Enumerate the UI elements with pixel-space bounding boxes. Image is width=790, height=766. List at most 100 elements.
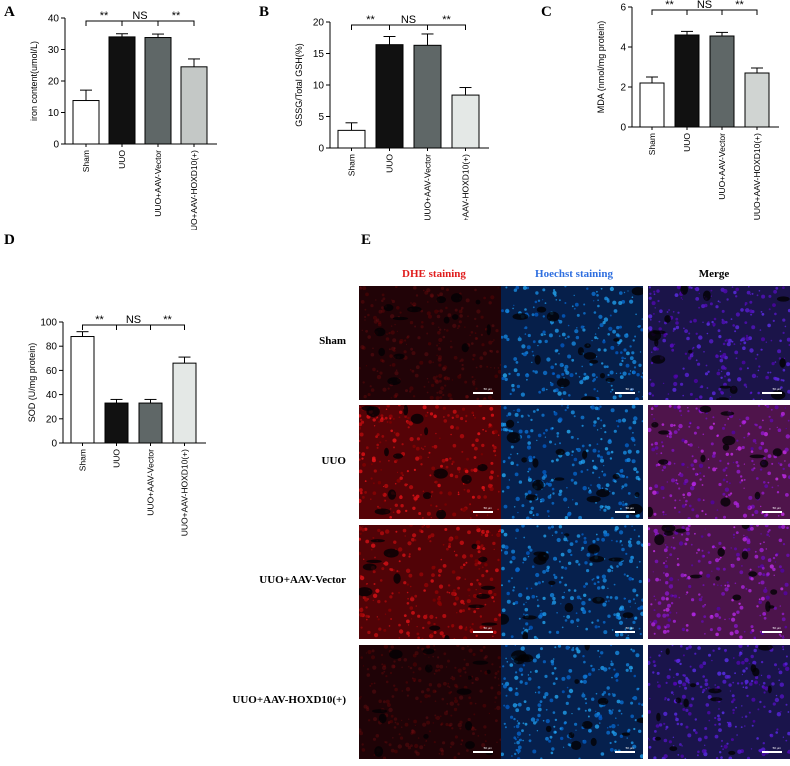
bar	[451, 94, 480, 149]
y-tick-label: 10	[48, 108, 60, 119]
micrograph-texture	[359, 286, 501, 400]
micrograph-hoechst-row-2: 50 μm	[501, 405, 643, 519]
significance-bracket: **	[351, 14, 390, 30]
chart-mda: 0 2 4 6 MDA (nmol/mg protein) Sham UUO UUO+AAV-…	[596, 0, 779, 220]
micrograph-texture	[648, 525, 790, 639]
scale-bar-label: 50 μm	[483, 626, 492, 630]
bracket-line	[157, 20, 195, 26]
micrograph-hoechst-row-1: 50 μm	[501, 286, 643, 400]
significance-label: **	[735, 0, 744, 11]
bar	[144, 37, 172, 145]
y-axis-label: MDA (nmol/mg protein)	[596, 21, 606, 114]
bar	[72, 100, 100, 145]
scale-bar-label: 50 μm	[772, 626, 781, 630]
panel-letter-d: D	[4, 232, 15, 248]
micrograph-dhe-row-3: 50 μm	[359, 525, 501, 639]
y-tick-label: 2	[620, 83, 626, 94]
y-tick-label: 6	[620, 3, 626, 14]
significance-label: **	[172, 10, 181, 22]
significance-bracket: **	[82, 314, 117, 330]
bracket-line	[721, 9, 758, 15]
panel-letter-b: B	[259, 4, 270, 20]
significance-bracket: NS	[389, 14, 428, 30]
significance-bracket: **	[85, 10, 123, 26]
bracket-line	[427, 24, 466, 30]
significance-label: NS	[132, 10, 147, 22]
y-tick-label: 0	[53, 140, 59, 151]
x-tick-label: UUO	[682, 133, 692, 152]
significance-bracket: NS	[121, 10, 159, 26]
y-tick-label: 30	[48, 45, 60, 56]
x-tick-label: UUO+AAV-HOXD10(+)	[461, 154, 471, 220]
scale-bar-label: 50 μm	[483, 746, 492, 750]
significance-label: NS	[697, 0, 712, 11]
bar	[104, 402, 129, 444]
micrograph-texture	[648, 286, 790, 400]
micrograph-hoechst-row-4: 50 μm	[501, 645, 643, 759]
row-label-uuo-aav-vector: UUO+AAV-Vector	[259, 574, 346, 586]
bar	[138, 402, 163, 444]
micrograph-dhe-row-4: 50 μm	[359, 645, 501, 759]
micrograph-dhe-row-1: 50 μm	[359, 286, 501, 400]
bar	[639, 82, 665, 128]
scale-bar	[615, 392, 635, 394]
y-tick-label: 100	[40, 318, 57, 329]
y-tick-label: 60	[46, 366, 58, 377]
y-tick-label: 15	[313, 49, 325, 60]
y-tick-label: 5	[318, 112, 324, 123]
y-tick-label: 20	[46, 414, 58, 425]
significance-bracket: NS	[686, 0, 723, 15]
x-tick-label: UUO+AAV-Vector	[146, 449, 156, 516]
significance-bracket: **	[157, 10, 195, 26]
bar	[375, 44, 404, 149]
y-tick-label: 20	[48, 77, 60, 88]
significance-bracket: NS	[116, 314, 151, 330]
scale-bar-label: 50 μm	[625, 387, 634, 391]
scale-bar-label: 50 μm	[772, 746, 781, 750]
significance-label: **	[95, 314, 104, 326]
micrograph-merge-row-2: 50 μm	[648, 405, 790, 519]
micrograph-dhe-row-2: 50 μm	[359, 405, 501, 519]
row-label-sham: Sham	[319, 335, 346, 347]
micrograph-hoechst-row-3: 50 μm	[501, 525, 643, 639]
scale-bar	[473, 392, 493, 394]
chart-sod: 0 20 40 60 80 100 SOD (U/mg protein) Sham UUO UUO…	[27, 314, 206, 536]
row-label-uuo: UUO	[321, 455, 346, 467]
micrograph-texture	[501, 525, 643, 639]
scale-bar	[762, 392, 782, 394]
x-tick-label: UUO+AAV-HOXD10(+)	[180, 449, 190, 536]
bar	[108, 36, 136, 145]
y-tick-label: 0	[318, 144, 324, 155]
scale-bar-label: 50 μm	[625, 506, 634, 510]
x-tick-label: Sham	[81, 150, 91, 172]
chart-iron-content: 0 10 20 30 40 iron content(umol/L) Sham UUO UUO+…	[29, 10, 217, 230]
y-tick-label: 40	[46, 390, 58, 401]
significance-bracket: **	[427, 14, 466, 30]
significance-bracket: **	[651, 0, 688, 15]
bar	[709, 35, 735, 128]
y-tick-label: 4	[620, 43, 626, 54]
y-axis-label: iron content(umol/L)	[29, 41, 39, 121]
significance-label: **	[366, 14, 375, 26]
bar	[744, 72, 770, 128]
column-header-hoechst: Hoechst staining	[535, 268, 613, 280]
micrograph-texture	[359, 525, 501, 639]
column-header-merge: Merge	[698, 268, 730, 280]
column-header-dhe: DHE staining	[402, 268, 466, 280]
x-tick-label: UUO	[385, 154, 395, 173]
scale-bar	[615, 751, 635, 753]
micrograph-merge-row-1: 50 μm	[648, 286, 790, 400]
panel-letter-c: C	[541, 4, 552, 20]
significance-label: **	[442, 14, 451, 26]
micrograph-texture	[359, 405, 501, 519]
scale-bar	[615, 631, 635, 633]
y-tick-label: 40	[48, 14, 60, 25]
x-tick-label: UUO+AAV-HOXD10(+)	[752, 133, 762, 220]
x-tick-label: UUO	[112, 449, 122, 468]
significance-label: **	[163, 314, 172, 326]
significance-label: **	[665, 0, 674, 11]
x-tick-label: UUO	[117, 150, 127, 169]
scale-bar-label: 50 μm	[772, 387, 781, 391]
micrograph-texture	[501, 645, 643, 759]
y-tick-label: 10	[313, 81, 325, 92]
